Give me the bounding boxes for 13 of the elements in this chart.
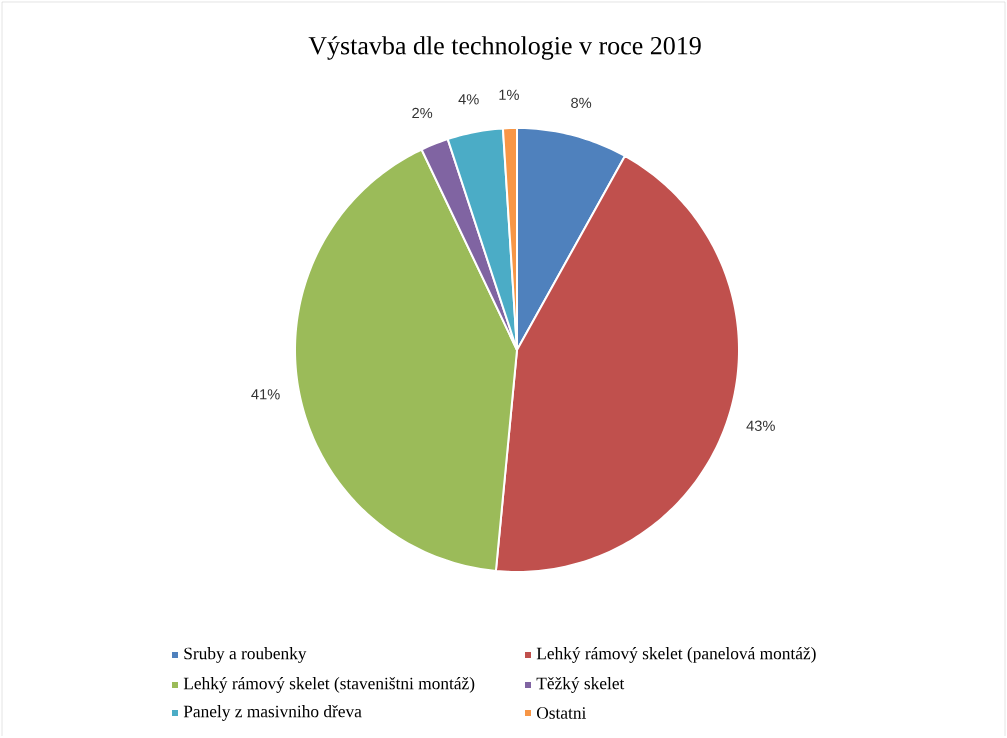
legend-label: Lehký rámový skelet (panelová montáž) — [536, 647, 816, 663]
legend-label: Sruby a roubenky — [184, 647, 307, 663]
legend-label: Těžký skelet — [536, 677, 625, 693]
data-label: 2% — [412, 107, 433, 119]
data-label: 1% — [499, 89, 519, 100]
data-label: 4% — [458, 94, 479, 105]
legend-label: Ostatni — [536, 707, 587, 719]
legend-label: Lehký rámový skelet (staveništni montáž) — [183, 677, 475, 693]
data-label: 8% — [571, 97, 592, 109]
data-label: 41% — [251, 389, 280, 400]
legend-label: Panely z masivniho dřeva — [183, 705, 362, 721]
chart-title: Výstavba dle technologie v roce 2019 — [308, 36, 701, 60]
data-label: 43% — [746, 420, 775, 431]
